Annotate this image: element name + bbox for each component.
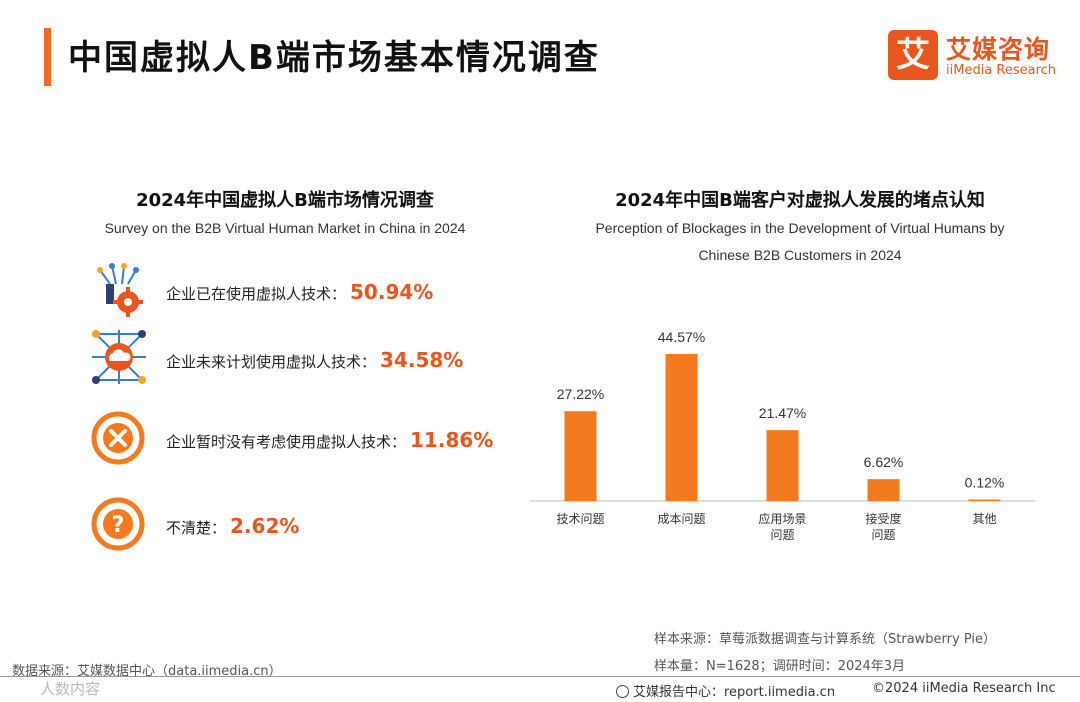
report-center-text: 艾媒报告中心：report.iimedia.cn bbox=[633, 685, 836, 700]
stat-using-text: 企业已在使用虚拟人技术： 50.94% bbox=[166, 280, 433, 304]
tech-network-gear-icon bbox=[97, 263, 143, 317]
left-section-title: 2024年中国虚拟人B端市场情况调查 bbox=[136, 190, 434, 211]
bar-value-label-3: 6.62% bbox=[864, 454, 904, 470]
bar-value-label-1: 44.57% bbox=[658, 329, 705, 345]
chart-subtitle-line-1: Perception of Blockages in the Developme… bbox=[595, 220, 1005, 236]
category-label-2-0: 应用场景 bbox=[758, 511, 806, 526]
stat-using-label: 企业已在使用虚拟人技术： bbox=[166, 285, 347, 303]
cloud-network-icon bbox=[92, 330, 146, 384]
globe-icon bbox=[616, 685, 629, 698]
bar-value-label-2: 21.47% bbox=[759, 405, 806, 421]
question-circle-icon: ? bbox=[91, 497, 145, 551]
brand-logo[interactable]: 艾 艾媒咨询 iiMedia Research bbox=[888, 30, 1058, 82]
stat-planning-value: 34.58% bbox=[380, 348, 464, 372]
cross-circle-icon bbox=[91, 411, 145, 465]
chart-subtitle-line-2: Chinese B2B Customers in 2024 bbox=[698, 247, 902, 263]
bar-2 bbox=[766, 430, 799, 501]
stat-unclear-text: 不清楚： 2.62% bbox=[166, 514, 299, 538]
bar-value-label-0: 27.22% bbox=[557, 386, 604, 402]
bar-3 bbox=[867, 479, 900, 501]
report-center[interactable]: 艾媒报告中心：report.iimedia.cn bbox=[616, 681, 835, 700]
stat-using-value: 50.94% bbox=[350, 280, 434, 304]
brand-name-cn: 艾媒咨询 bbox=[946, 35, 1051, 64]
category-label-3-0: 接受度 bbox=[865, 511, 901, 526]
stat-planning-text: 企业未来计划使用虚拟人技术： 34.58% bbox=[166, 348, 463, 372]
page-title: 中国虚拟人B端市场基本情况调查 bbox=[68, 38, 600, 78]
category-label-3-1: 问题 bbox=[871, 528, 895, 542]
bar-0 bbox=[564, 411, 597, 501]
bar-4 bbox=[968, 499, 1001, 501]
category-label-2-1: 问题 bbox=[770, 528, 794, 542]
bar-1 bbox=[665, 353, 698, 501]
stat-planning-label: 企业未来计划使用虚拟人技术： bbox=[166, 353, 377, 371]
footer-divider bbox=[0, 676, 1080, 677]
category-label-1-0: 成本问题 bbox=[657, 512, 705, 526]
stat-unclear-label: 不清楚： bbox=[166, 519, 227, 537]
watermark-text: 人数内容 bbox=[40, 680, 101, 698]
brand-name-en: iiMedia Research bbox=[946, 63, 1057, 78]
sample-size: 样本量：N=1628；调研时间：2024年3月 bbox=[654, 659, 906, 674]
stat-not-considering-text: 企业暂时没有考虑使用虚拟人技术： 11.86% bbox=[166, 428, 493, 452]
copyright: ©2024 iiMedia Research Inc bbox=[872, 681, 1056, 696]
sample-source: 样本来源：草莓派数据调查与计算系统（Strawberry Pie） bbox=[654, 632, 996, 647]
left-section-subtitle: Survey on the B2B Virtual Human Market i… bbox=[104, 220, 466, 236]
category-label-4-0: 其他 bbox=[972, 512, 996, 526]
stat-unclear-value: 2.62% bbox=[230, 514, 300, 538]
stat-not-considering-value: 11.86% bbox=[410, 428, 494, 452]
data-source: 数据来源：艾媒数据中心（data.iimedia.cn） bbox=[12, 664, 282, 679]
bar-value-label-4: 0.12% bbox=[965, 475, 1005, 491]
stat-not-considering-label: 企业暂时没有考虑使用虚拟人技术： bbox=[166, 433, 407, 451]
chart-title: 2024年中国B端客户对虚拟人发展的堵点认知 bbox=[615, 190, 985, 211]
category-label-0-0: 技术问题 bbox=[556, 512, 604, 526]
title-accent-bar bbox=[44, 28, 51, 86]
brand-mark: 艾 bbox=[888, 30, 938, 80]
svg-text:?: ? bbox=[112, 513, 125, 538]
